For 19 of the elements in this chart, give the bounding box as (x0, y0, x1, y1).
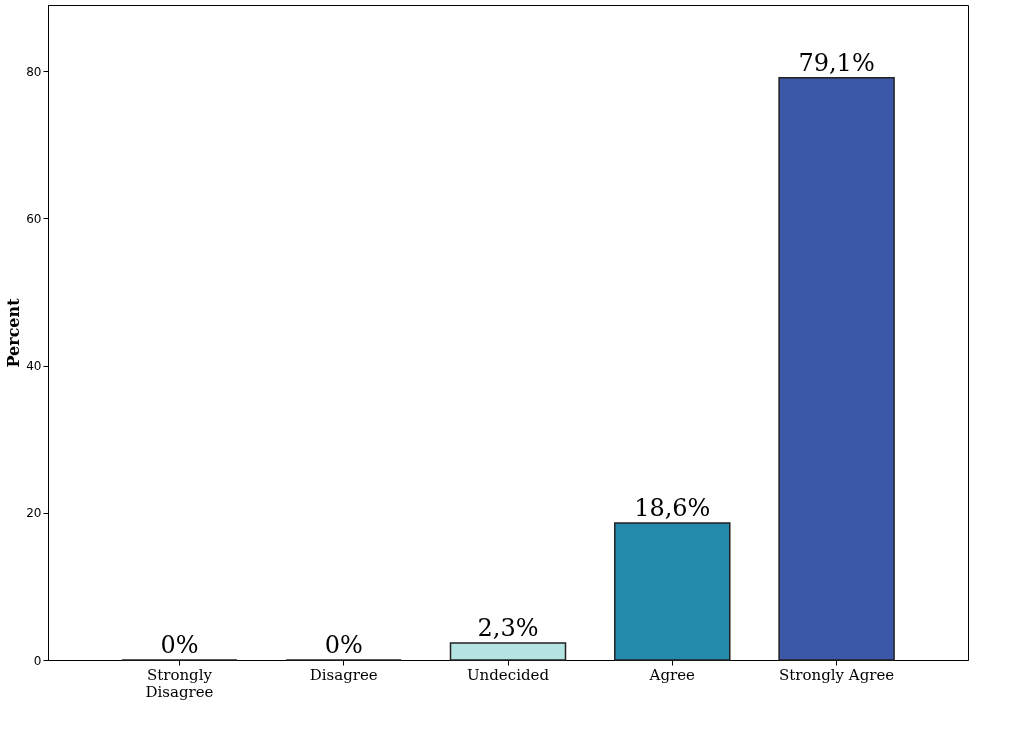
data-label: 0% (160, 631, 199, 659)
data-label: 2,3% (477, 614, 539, 643)
x-tick-label: Strongly Agree (778, 665, 895, 684)
x-tick-label: Strongly Disagree (145, 665, 214, 701)
x-tick-label: Undecided (466, 665, 550, 684)
data-label: 18,6% (634, 494, 711, 523)
y-axis-title: Percent (4, 297, 24, 368)
y-tick-label: 20 (26, 506, 42, 521)
y-tick-label: 0 (33, 653, 42, 668)
data-label: 79,1% (798, 48, 875, 77)
bar (614, 522, 731, 661)
bar (449, 642, 567, 661)
y-tick-label: 80 (26, 64, 42, 79)
bar (778, 77, 895, 661)
y-tick-label: 40 (26, 359, 42, 374)
x-tick-label: Agree (648, 665, 696, 684)
data-label: 0% (324, 631, 363, 659)
y-tick-label: 60 (26, 211, 42, 226)
x-tick-label: Disagree (309, 665, 378, 684)
